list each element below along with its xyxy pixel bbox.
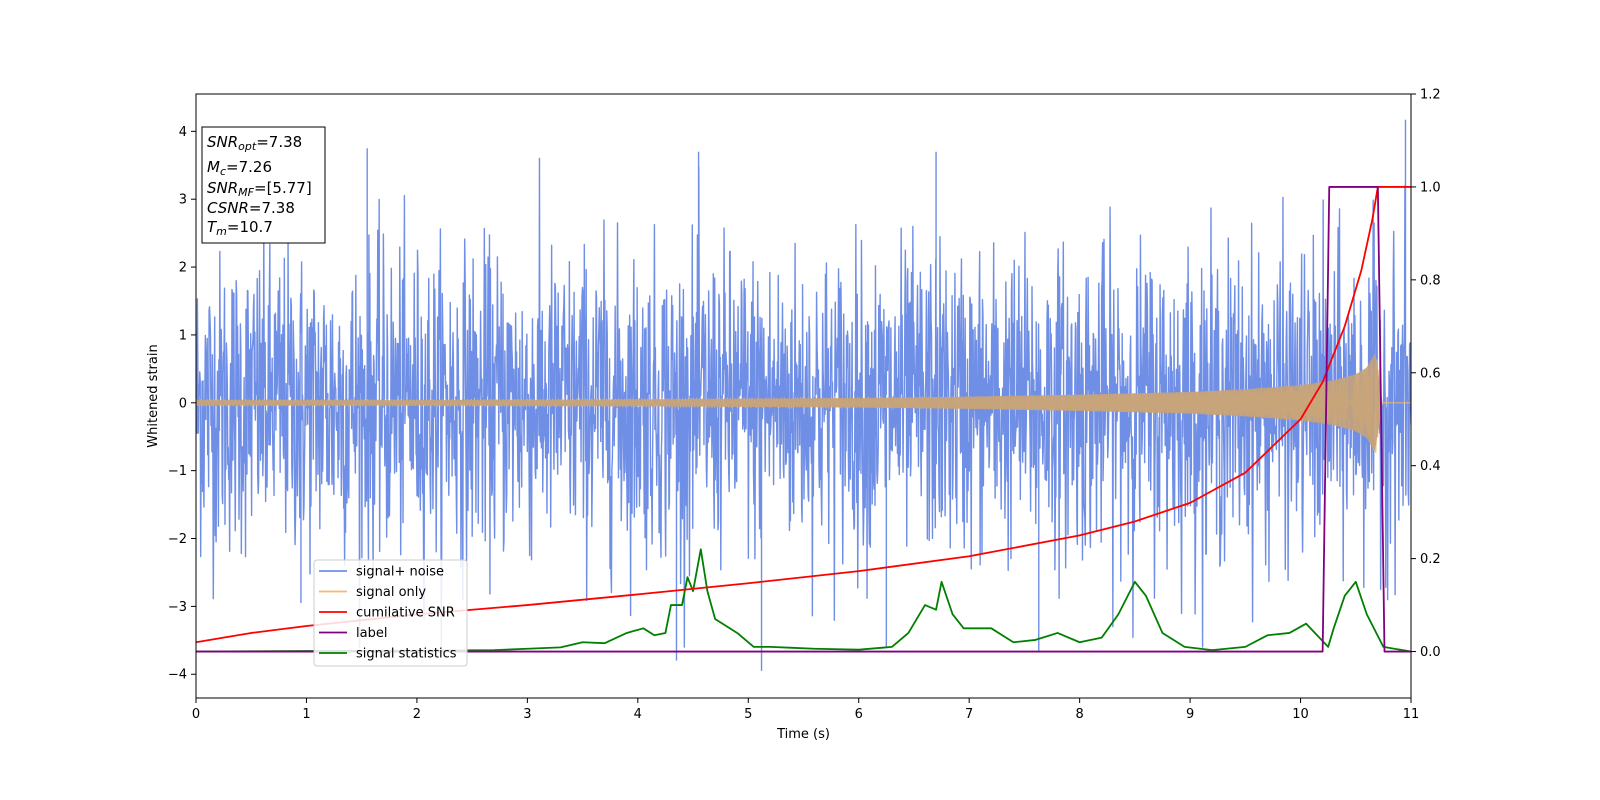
legend-entry: label	[356, 626, 387, 641]
y-left-tick-label: −3	[168, 600, 187, 615]
y-left-tick-label: −1	[168, 464, 187, 479]
annotation-line: SNRMF=[5.77]	[207, 179, 312, 199]
legend-frame	[313, 559, 468, 667]
y-right-tick-label: 0.8	[1420, 273, 1441, 288]
plot-frame	[195, 93, 1412, 699]
y-right-tick-label: 0.6	[1420, 366, 1441, 381]
x-axis-ticks: 0 1 2 3 4 5 6 7 8 9 10 11	[192, 698, 1419, 722]
y-left-tick-label: 3	[179, 193, 187, 208]
x-tick-label: 7	[965, 707, 973, 722]
y-left-tick-label: −4	[168, 668, 187, 683]
series-envelope-signal-only	[196, 353, 1411, 452]
y-right-tick-label: 1.2	[1420, 88, 1441, 103]
x-tick-label: 9	[1186, 707, 1194, 722]
x-tick-label: 4	[634, 707, 642, 722]
y-axis-left-ticks: −4 −3 −2 −1 0 1 2 3 4	[168, 125, 196, 683]
x-tick-label: 10	[1292, 707, 1309, 722]
annotation-line: SNRopt=7.38	[207, 133, 302, 153]
x-tick-label: 8	[1075, 707, 1083, 722]
annotation-line: CSNR=7.38	[207, 199, 295, 217]
x-tick-label: 2	[413, 707, 421, 722]
y-axis-right-ticks: 0.0 0.2 0.4 0.6 0.8 1.0 1.2	[1411, 88, 1441, 660]
x-axis-label: Time (s)	[776, 727, 830, 742]
annotation-line: Mc=7.26	[207, 158, 272, 178]
x-tick-label: 0	[192, 707, 200, 722]
legend-entry: signal+ noise	[356, 565, 444, 580]
x-tick-label: 11	[1403, 707, 1420, 722]
annotation-line: Tm=10.7	[207, 218, 273, 238]
snr-annotation-box: SNRopt=7.38 Mc=7.26SNRMF=[5.77]CSNR=7.38T…	[201, 126, 326, 244]
x-tick-label: 5	[744, 707, 752, 722]
series-line-signal-noise	[196, 119, 1411, 671]
legend-entry: signal only	[356, 585, 426, 600]
legend-entry: cumilative SNR	[356, 606, 455, 621]
series-line-signal-statistics	[196, 548, 1411, 653]
x-tick-label: 3	[523, 707, 531, 722]
y-left-tick-label: 1	[179, 328, 187, 343]
x-tick-label: 6	[855, 707, 863, 722]
series-line-label	[196, 186, 1411, 653]
x-tick-label: 1	[302, 707, 310, 722]
y-left-tick-label: 0	[179, 396, 187, 411]
y-left-tick-label: 4	[179, 125, 187, 140]
y-right-tick-label: 0.2	[1420, 552, 1441, 567]
legend: signal+ noise signal only cumilative SNR la…	[313, 559, 468, 667]
y-left-tick-label: 2	[179, 261, 187, 276]
y-left-tick-label: −2	[168, 532, 187, 547]
y-right-tick-label: 0.4	[1420, 459, 1441, 474]
y-right-tick-label: 1.0	[1420, 180, 1441, 195]
annotation-box-frame	[201, 126, 326, 244]
y-axis-label: Whitened strain	[146, 344, 161, 447]
legend-entry: signal statistics	[356, 647, 457, 662]
y-right-tick-label: 0.0	[1420, 645, 1441, 660]
